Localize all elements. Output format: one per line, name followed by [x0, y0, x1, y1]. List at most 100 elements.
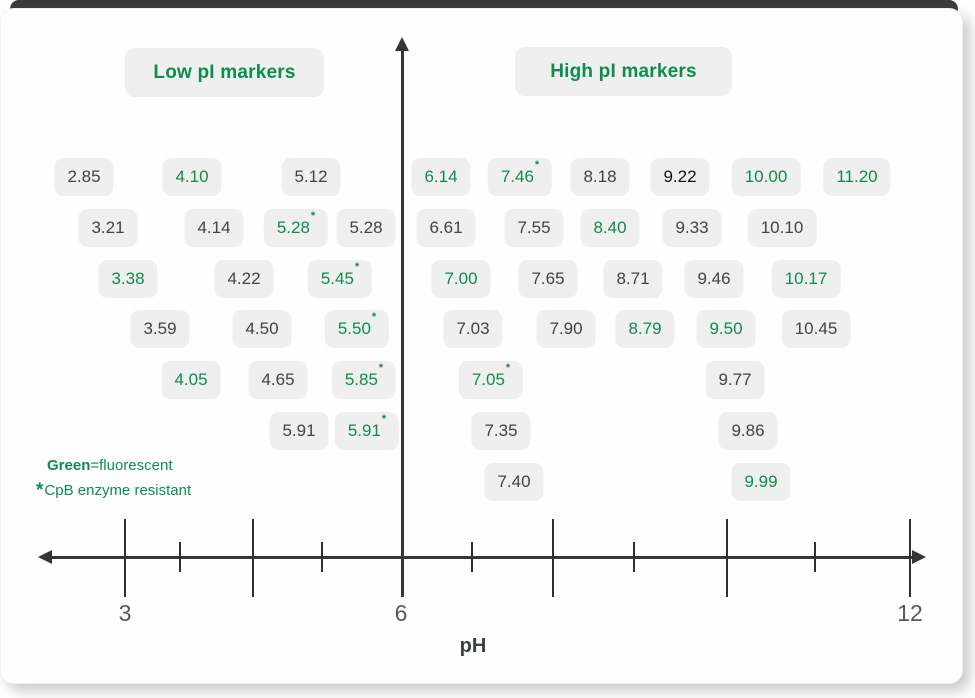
legend-fluorescent-note: Green=fluorescent [36, 454, 191, 478]
marker-box: 5.45* [307, 260, 373, 298]
low-pi-markers-label: Low pI markers [125, 48, 324, 97]
marker-box: 8.40 [580, 209, 640, 247]
marker-box: 3.38 [98, 260, 158, 298]
asterisk-icon: * [505, 362, 511, 375]
x-axis-tick [252, 519, 254, 597]
marker-value: 6.14 [424, 167, 458, 186]
x-axis-line [50, 556, 914, 559]
marker-box: 7.55 [504, 209, 564, 247]
marker-value: 4.50 [245, 319, 279, 338]
marker-value: 9.77 [718, 370, 752, 389]
marker-value: 7.35 [484, 421, 518, 440]
marker-box: 9.50 [696, 310, 756, 348]
marker-value: 8.79 [628, 319, 662, 338]
marker-box: 8.79 [615, 310, 675, 348]
axis-tick-label-6: 6 [394, 600, 408, 626]
marker-value: 4.10 [175, 167, 209, 186]
x-axis-tick [552, 519, 554, 597]
marker-box: 4.50 [232, 310, 292, 348]
marker-value: 5.28 [349, 218, 383, 237]
marker-value: 5.85 [344, 370, 378, 389]
marker-value: 7.00 [444, 269, 478, 288]
asterisk-icon: * [354, 261, 360, 274]
legend-green-word: Green [47, 457, 91, 474]
marker-value: 7.55 [517, 218, 551, 237]
marker-box: 4.05 [161, 361, 221, 399]
marker-value: 5.45 [320, 269, 354, 288]
asterisk-icon: * [378, 362, 384, 375]
marker-value: 7.05 [471, 370, 505, 389]
marker-box: 10.10 [747, 209, 817, 247]
x-axis-arrow-left-icon [38, 550, 52, 564]
marker-value: 7.40 [497, 472, 531, 491]
legend-green-rest: =fluorescent [90, 457, 173, 474]
legend: Green=fluorescent *CpB enzyme resistant [36, 454, 191, 503]
marker-box: 5.85* [331, 361, 397, 399]
marker-box: 9.33 [662, 209, 722, 247]
marker-box: 9.46 [684, 260, 744, 298]
marker-box: 7.65 [518, 260, 578, 298]
marker-value: 7.46 [500, 167, 534, 186]
marker-value: 11.20 [836, 167, 878, 186]
marker-box: 8.18 [570, 158, 630, 196]
marker-box: 9.22 [650, 158, 710, 196]
x-axis-tick [633, 542, 635, 572]
marker-value: 7.65 [531, 269, 565, 288]
legend-cpb-note: *CpB enzyme resistant [36, 478, 191, 503]
marker-box: 4.14 [184, 209, 244, 247]
marker-value: 5.28 [276, 218, 310, 237]
marker-value: 3.21 [91, 218, 125, 237]
marker-box: 4.65 [248, 361, 308, 399]
marker-value: 4.05 [174, 370, 208, 389]
marker-value: 5.91 [282, 421, 316, 440]
marker-box: 7.03 [443, 310, 503, 348]
marker-value: 9.22 [663, 167, 697, 186]
marker-value: 10.45 [794, 319, 838, 338]
asterisk-icon: * [36, 480, 44, 501]
y-axis-arrow-up-icon [395, 37, 409, 51]
marker-value: 8.40 [593, 218, 627, 237]
marker-box: 11.20 [823, 158, 891, 196]
axis-tick-label-3: 3 [118, 600, 132, 626]
marker-box: 5.28 [336, 209, 396, 247]
marker-box: 7.35 [471, 412, 531, 450]
marker-value: 8.71 [616, 269, 650, 288]
x-axis-tick [814, 542, 816, 572]
marker-value: 10.17 [784, 269, 828, 288]
marker-value: 5.91 [347, 421, 381, 440]
marker-value: 7.03 [456, 319, 490, 338]
marker-value: 5.50 [337, 319, 371, 338]
marker-box: 10.45 [781, 310, 851, 348]
asterisk-icon: * [381, 413, 387, 426]
marker-box: 8.71 [603, 260, 663, 298]
marker-box: 5.12 [281, 158, 341, 196]
marker-box: 5.50* [324, 310, 390, 348]
marker-box: 6.14 [411, 158, 471, 196]
marker-value: 6.61 [429, 218, 463, 237]
y-axis-line [401, 48, 404, 597]
marker-box: 9.77 [705, 361, 765, 399]
marker-box: 5.28* [263, 209, 329, 247]
x-axis-tick [321, 542, 323, 572]
marker-box: 7.90 [536, 310, 596, 348]
marker-value: 9.99 [744, 472, 778, 491]
asterisk-icon: * [534, 159, 540, 172]
marker-box: 4.10 [162, 158, 222, 196]
marker-box: 5.91 [269, 412, 329, 450]
marker-value: 10.00 [744, 167, 788, 186]
marker-box: 7.00 [431, 260, 491, 298]
marker-box: 6.61 [416, 209, 476, 247]
marker-value: 3.38 [111, 269, 145, 288]
marker-box: 3.21 [78, 209, 138, 247]
x-axis-tick [471, 542, 473, 572]
marker-value: 4.14 [197, 218, 231, 237]
marker-box: 5.91* [334, 412, 400, 450]
marker-box: 9.86 [718, 412, 778, 450]
x-axis-title: pH [459, 635, 487, 657]
marker-value: 3.59 [143, 319, 177, 338]
marker-box: 10.17 [771, 260, 841, 298]
x-axis-tick [726, 519, 728, 597]
asterisk-icon: * [371, 311, 377, 324]
marker-value: 4.22 [227, 269, 261, 288]
